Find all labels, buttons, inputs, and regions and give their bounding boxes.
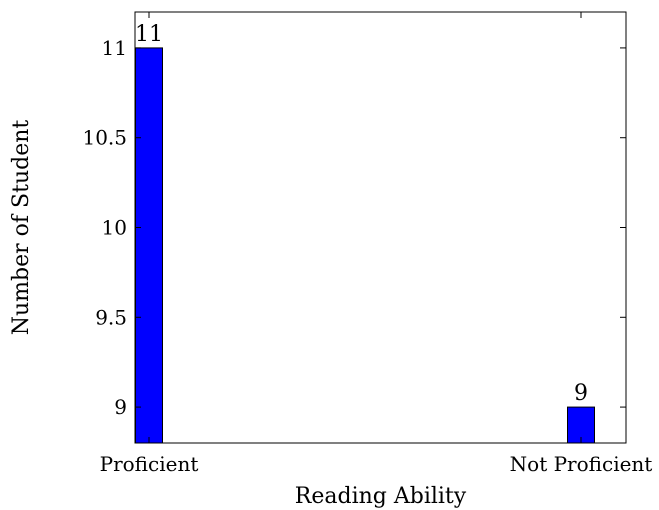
x-axis-title: Reading Ability (295, 484, 467, 509)
y-tick-label: 10 (102, 216, 127, 240)
x-tick-label: Not Proficient (510, 452, 653, 476)
labels-layer: 11 Proficient 9 Not Proficient 9 9.5 10 10.5 11 (82, 22, 652, 476)
bar-proficient (135, 47, 163, 444)
plot-frame (134, 11, 627, 444)
bars-layer (135, 47, 595, 444)
x-tick-label: Proficient (100, 452, 199, 476)
y-tick-label: 9.5 (95, 305, 127, 329)
y-axis-title: Number of Student (9, 120, 34, 336)
y-tick-label: 10.5 (82, 126, 127, 150)
data-label: 11 (135, 22, 163, 47)
y-tick-label: 11 (102, 36, 127, 60)
data-label: 9 (574, 381, 588, 406)
y-tick-label: 9 (114, 395, 127, 419)
ticks-layer (135, 12, 626, 443)
